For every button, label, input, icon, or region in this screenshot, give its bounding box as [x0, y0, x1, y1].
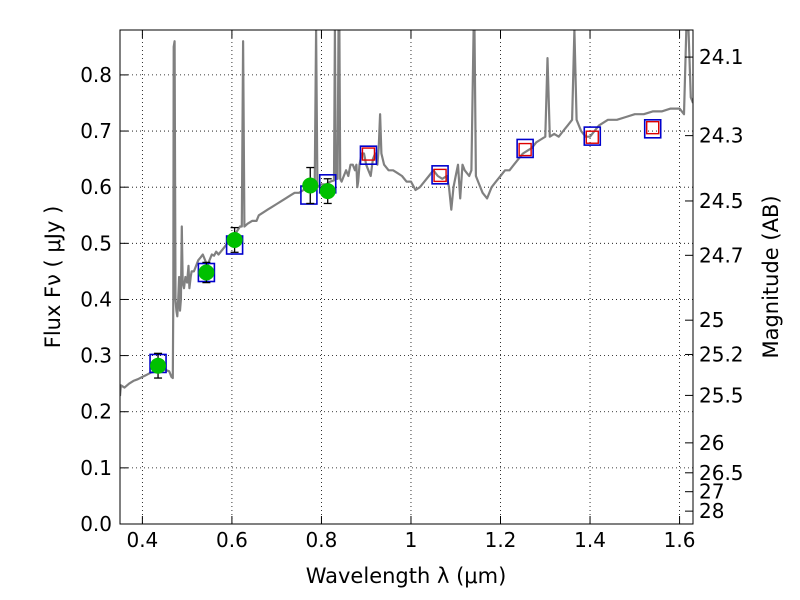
observed-markers	[150, 166, 336, 379]
x-tick-label: 0.6	[216, 528, 248, 552]
y-tick-labels: 0.0 0.1 0.2 0.3 0.4 0.5 0.6 0.7 0.8	[80, 63, 112, 536]
predicted-markers	[361, 120, 660, 183]
y-tick-label: 0.7	[80, 119, 112, 143]
model-spectrum	[120, 30, 693, 397]
y-tick-label: 0.6	[80, 175, 112, 199]
model-photometry-square	[431, 165, 449, 185]
predicted-square	[433, 168, 447, 183]
observed-point	[319, 183, 336, 200]
x-axis-label: Wavelength λ (μm)	[306, 564, 507, 588]
magnitude-axis-label: Magnitude (AB)	[759, 195, 783, 358]
magnitude-tick-label: 26	[699, 431, 724, 455]
observed-point	[198, 264, 215, 281]
magnitude-tick-label: 27	[699, 480, 724, 504]
observed-point	[226, 231, 243, 248]
magnitude-tick-label: 26.5	[699, 461, 744, 485]
x-tick-label: 1.2	[485, 528, 517, 552]
x-tick-labels: 0.4 0.6 0.8 1 1.2 1.4 1.6	[126, 528, 695, 552]
predicted-square	[361, 147, 376, 161]
x-tick-label: 0.8	[306, 528, 338, 552]
axis-ticks	[120, 30, 693, 525]
y-tick-label: 0.4	[80, 287, 112, 311]
y-tick-label: 0.8	[80, 63, 112, 87]
x-tick-label: 1	[405, 528, 418, 552]
y-tick-label: 0.5	[80, 231, 112, 255]
x-tick-label: 1.4	[574, 528, 606, 552]
y-axis-label: Flux Fν ( μJy )	[41, 206, 65, 349]
plot-background	[120, 30, 693, 524]
observed-point	[150, 357, 167, 374]
magnitude-tick-label: 24.5	[699, 189, 744, 213]
x-tick-label: 1.6	[664, 528, 696, 552]
x-tick-label: 0.4	[126, 528, 158, 552]
y-tick-label: 0.1	[80, 456, 112, 480]
magnitude-tick-label: 24.7	[699, 243, 744, 267]
y-tick-label: 0.3	[80, 344, 112, 368]
magnitude-tick-label: 28	[699, 499, 724, 523]
magnitude-tick-label: 25.5	[699, 383, 744, 407]
predicted-square	[646, 120, 660, 135]
magnitude-tick-label: 24.1	[699, 45, 744, 69]
model-photometry-square	[516, 138, 534, 159]
magnitude-tick-label: 24.3	[699, 124, 744, 148]
plot-frame	[119, 29, 694, 525]
magnitude-tick-label: 25	[699, 308, 724, 332]
predicted-square	[585, 130, 599, 144]
observed-point	[302, 177, 319, 194]
predicted-square	[518, 142, 532, 157]
y-tick-label: 0.0	[80, 512, 112, 536]
model-photometry-square	[583, 126, 602, 146]
model-photometry-square	[643, 119, 662, 139]
model-spectrum-line	[120, 30, 693, 397]
y-tick-label: 0.2	[80, 400, 112, 424]
magnitude-tick-label: 25.2	[699, 342, 744, 366]
model-photometry-square	[359, 145, 378, 165]
